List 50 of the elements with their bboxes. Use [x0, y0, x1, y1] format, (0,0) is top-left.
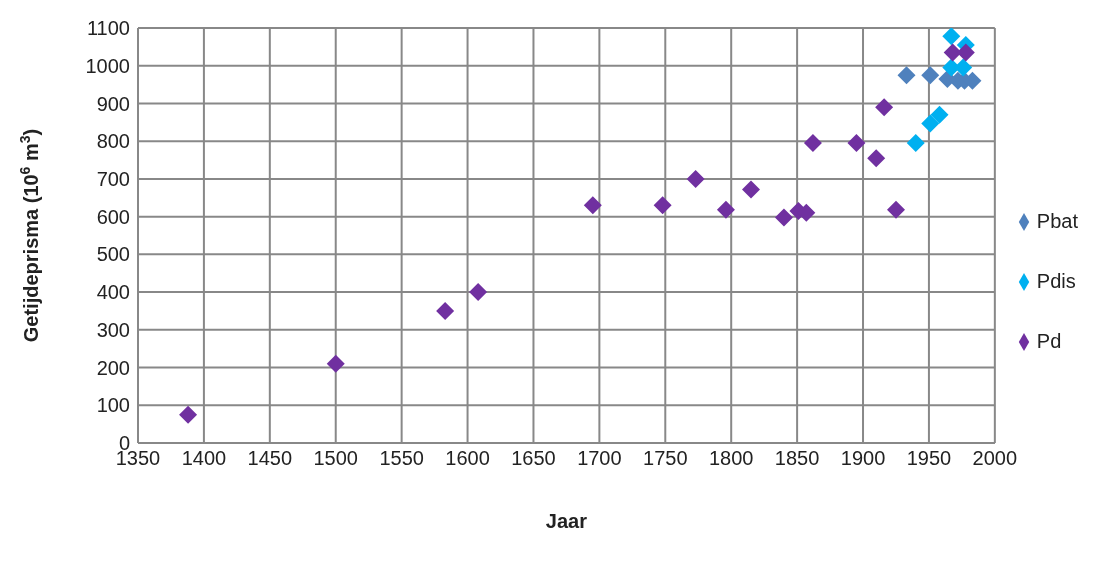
point	[686, 169, 705, 188]
point	[886, 200, 905, 219]
x-tick-label: 1900	[840, 447, 886, 470]
legend-label: Pbat	[1036, 209, 1078, 232]
x-tick-label: 1550	[379, 447, 424, 470]
y-tick-label: 500	[96, 243, 130, 266]
point	[774, 208, 793, 227]
x-tick-label: 1750	[643, 447, 688, 470]
point	[716, 200, 735, 219]
point	[469, 283, 488, 302]
point	[942, 28, 961, 46]
point	[930, 105, 949, 124]
x-tick-label: 1850	[774, 447, 820, 470]
y-tick-label: 700	[96, 168, 130, 191]
point	[741, 180, 760, 199]
point	[943, 43, 962, 62]
point	[436, 301, 455, 320]
x-tick-label: 1600	[445, 447, 490, 470]
x-tick-label: 1950	[906, 447, 952, 470]
x-axis-title: Jaar	[545, 510, 588, 532]
y-tick-label: 100	[96, 394, 130, 417]
point	[179, 405, 198, 424]
point	[875, 98, 894, 117]
y-tick-label: 800	[96, 130, 130, 153]
point	[897, 66, 916, 85]
x-tick-label: 1500	[313, 447, 358, 470]
x-tick-label: 1700	[577, 447, 622, 470]
point	[326, 354, 345, 373]
x-tick-label: 1400	[181, 447, 227, 470]
legend-label: Pd	[1036, 329, 1062, 352]
y-tick-label: 400	[96, 281, 130, 304]
x-tick-label: 2000	[972, 447, 1018, 470]
y-tick-label: 900	[96, 92, 130, 115]
y-tick-label: 1000	[85, 54, 130, 77]
x-tick-label: 1650	[511, 447, 556, 470]
point	[867, 149, 886, 168]
point	[803, 134, 822, 153]
y-tick-label: 600	[96, 205, 130, 228]
x-tick-label: 1800	[708, 447, 754, 470]
y-tick-label: 1100	[86, 17, 130, 40]
legend-label: Pdis	[1036, 269, 1076, 292]
y-tick-label: 200	[96, 356, 130, 379]
point	[583, 196, 602, 215]
point	[921, 114, 940, 133]
x-tick-label: 1450	[247, 447, 293, 470]
point	[906, 134, 925, 153]
point	[921, 66, 940, 85]
point	[653, 196, 672, 215]
point	[847, 134, 866, 153]
y-tick-label: 300	[96, 318, 130, 341]
